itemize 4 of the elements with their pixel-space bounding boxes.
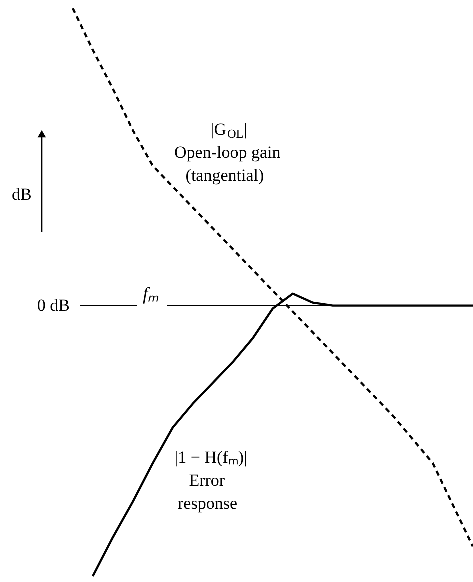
ref-line-label: 0 dB [37,296,70,315]
series-label: |1 − H(fₘ)| Error response [174,448,248,513]
annotation: fₘ [143,284,160,304]
y-axis-title: dB [12,185,32,204]
